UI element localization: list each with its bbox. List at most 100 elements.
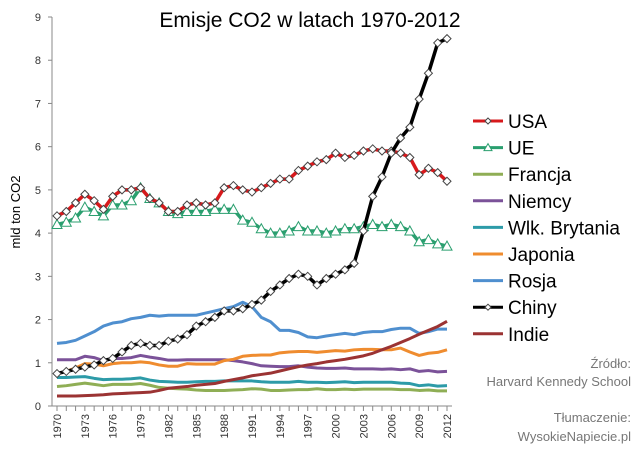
data-point (209, 203, 221, 214)
data-point (264, 227, 277, 238)
series-line (57, 375, 448, 388)
data-point (126, 185, 136, 195)
y-tick-label: 0 (35, 401, 41, 413)
data-point (423, 68, 434, 78)
data-point (283, 224, 295, 236)
data-point (80, 189, 90, 199)
data-point (89, 195, 99, 206)
data-point (293, 269, 304, 279)
chart-title: Emisje CO2 w latach 1970-2012 (159, 9, 460, 32)
data-point (386, 148, 396, 158)
legend-label: Chiny (508, 298, 557, 319)
x-tick-label: 1982 (163, 414, 175, 438)
data-point (405, 152, 415, 163)
data-point (60, 216, 73, 227)
series-chiny (52, 33, 452, 379)
data-point (89, 360, 99, 370)
x-tick-label: 2012 (442, 414, 454, 438)
series-line (57, 353, 448, 374)
data-point (70, 364, 81, 374)
y-tick-label: 3 (35, 271, 41, 283)
data-point (182, 200, 192, 210)
data-point (256, 295, 266, 305)
data-point (69, 211, 82, 223)
data-point (376, 220, 388, 232)
legend-item: Japonia (473, 245, 575, 266)
legend-label: Japonia (508, 245, 575, 266)
legend-marker (484, 117, 492, 125)
translation-label: Tłumaczenie: (554, 410, 631, 425)
translation-text: WysokieNapiecie.pl (518, 429, 631, 444)
data-point (377, 146, 387, 156)
x-tick-label: 1991 (247, 414, 259, 438)
data-point (79, 201, 91, 212)
data-point (395, 148, 406, 158)
series-line (56, 381, 447, 393)
data-point (218, 203, 230, 214)
data-point (275, 174, 285, 184)
series-niemcy (57, 353, 448, 374)
data-point (329, 224, 342, 236)
data-point (247, 299, 257, 310)
legend-label: UE (508, 139, 534, 160)
data-point (190, 205, 203, 216)
data-point (442, 33, 452, 44)
data-point (256, 183, 266, 193)
data-point (52, 211, 62, 221)
data-point (349, 258, 359, 269)
data-point (377, 172, 387, 182)
data-point (255, 222, 268, 234)
series-wlk-brytania (57, 375, 448, 388)
data-point (163, 336, 174, 346)
data-point (125, 194, 138, 206)
data-point (284, 273, 294, 284)
legend-label: USA (508, 112, 547, 133)
data-point (97, 209, 110, 221)
data-point (405, 122, 415, 132)
data-point (228, 306, 239, 316)
data-point (441, 240, 453, 251)
series-francja (56, 381, 447, 393)
x-tick-label: 1988 (219, 414, 231, 438)
legend-item: Francja (473, 165, 572, 186)
y-tick-label: 2 (35, 315, 41, 327)
data-point (135, 183, 146, 193)
data-point (247, 187, 257, 197)
data-point (145, 340, 155, 351)
data-point (368, 191, 378, 202)
data-point (265, 286, 276, 297)
data-point (431, 237, 444, 249)
x-tick-label: 2003 (358, 414, 370, 438)
data-point (348, 222, 360, 234)
data-point (358, 226, 369, 236)
data-point (61, 206, 71, 217)
data-point (199, 205, 212, 216)
data-point (181, 205, 193, 216)
y-tick-label: 1 (35, 358, 41, 370)
data-point (116, 198, 128, 210)
data-point (52, 368, 62, 379)
series-line (57, 319, 448, 398)
data-point (293, 165, 304, 176)
y-tick-label: 7 (35, 98, 41, 110)
data-point (210, 198, 220, 208)
data-point (358, 146, 369, 156)
data-point (210, 312, 220, 323)
data-point (339, 222, 351, 234)
x-tick-label: 2006 (386, 414, 398, 438)
x-tick-label: 1970 (52, 414, 64, 438)
data-point (70, 198, 81, 208)
y-axis-label: mld ton CO2 (8, 176, 23, 249)
data-point (219, 306, 229, 316)
data-point (228, 180, 239, 191)
data-point (219, 183, 229, 193)
legend-marker (483, 142, 493, 152)
data-point (422, 233, 435, 245)
data-point (135, 338, 146, 349)
data-point (236, 214, 249, 225)
x-tick-label: 2009 (414, 414, 426, 438)
data-point (413, 235, 425, 247)
data-point (80, 362, 90, 372)
legend-label: Wlk. Brytania (508, 218, 620, 239)
data-point (433, 38, 443, 48)
